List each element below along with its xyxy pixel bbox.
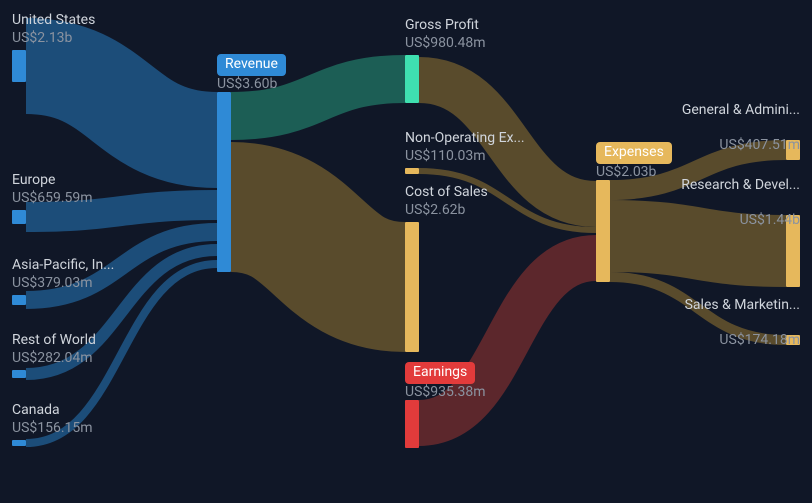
sankey-node-asia_pacific <box>12 295 26 305</box>
node-label-earnings: EarningsUS$935.38m <box>405 362 486 401</box>
node-label-ga: General & Admini...US$407.51m <box>682 102 800 155</box>
sankey-node-expenses <box>596 180 610 282</box>
node-pill-revenue: Revenue <box>217 54 286 76</box>
node-label-gross_profit: Gross ProfitUS$980.48m <box>405 17 486 52</box>
sankey-link <box>610 236 786 251</box>
node-pill-earnings: Earnings <box>405 362 475 384</box>
sankey-node-rest_of_world <box>12 370 26 378</box>
sankey-node-united_states <box>12 50 26 82</box>
node-label-united_states: United StatesUS$2.13b <box>12 12 95 47</box>
sankey-node-cost_of_sales <box>405 222 419 352</box>
sankey-chart <box>0 0 812 503</box>
node-pill-expenses: Expenses <box>596 142 672 164</box>
node-label-expenses: ExpensesUS$2.03b <box>596 142 672 181</box>
node-label-asia_pacific: Asia-Pacific, In...US$379.03m <box>12 257 114 292</box>
sankey-node-gross_profit <box>405 55 419 103</box>
node-label-non_op_exp: Non-Operating Ex...US$110.03m <box>405 130 525 165</box>
node-label-sm: Sales & Marketin...US$174.18m <box>685 297 800 350</box>
node-label-canada: CanadaUS$156.15m <box>12 402 93 437</box>
node-label-europe: EuropeUS$659.59m <box>12 172 93 207</box>
node-label-rd: Research & Devel...US$1.44b <box>681 177 800 230</box>
node-label-cost_of_sales: Cost of SalesUS$2.62b <box>405 184 488 219</box>
sankey-link <box>26 66 217 140</box>
sankey-node-earnings <box>405 400 419 448</box>
sankey-link <box>231 207 405 287</box>
node-label-revenue: RevenueUS$3.60b <box>217 54 286 93</box>
sankey-node-canada <box>12 440 26 446</box>
sankey-node-revenue <box>217 92 231 272</box>
sankey-node-non_op_exp <box>405 168 419 174</box>
sankey-node-europe <box>12 210 26 224</box>
node-label-rest_of_world: Rest of WorldUS$282.04m <box>12 332 96 367</box>
